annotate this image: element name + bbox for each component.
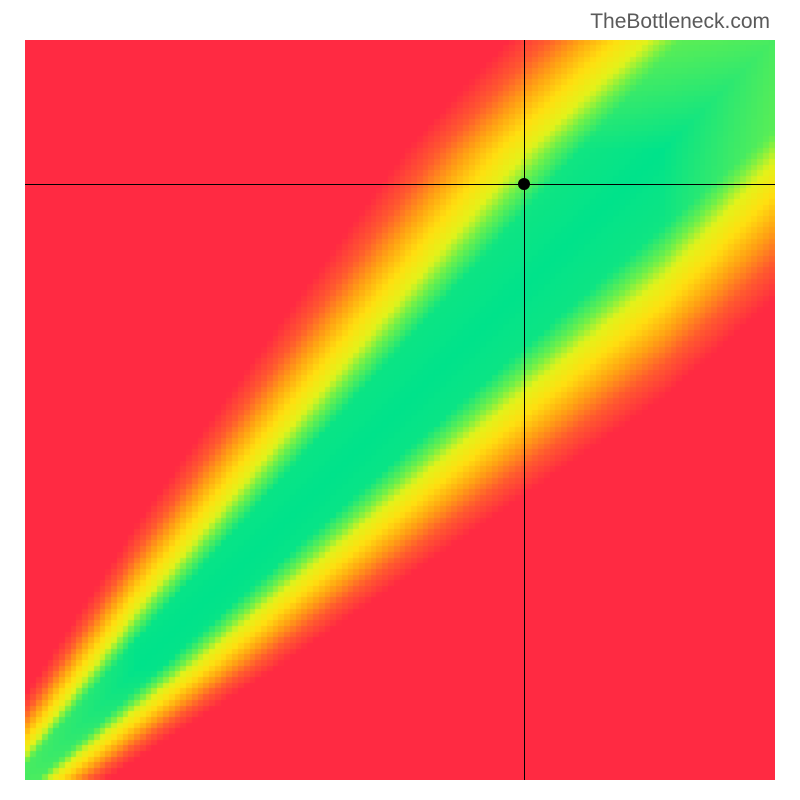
crosshair-vertical (524, 40, 525, 780)
heatmap-canvas (25, 40, 775, 780)
plot-area (25, 40, 775, 780)
crosshair-horizontal (25, 184, 775, 185)
crosshair-marker (518, 178, 530, 190)
chart-container: TheBottleneck.com (0, 0, 800, 800)
watermark-text: TheBottleneck.com (590, 10, 770, 34)
